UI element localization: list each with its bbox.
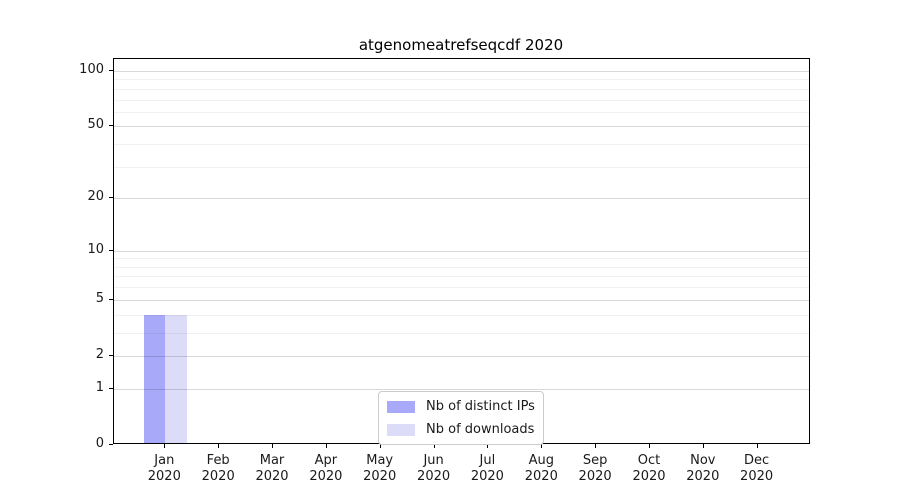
- y-tick-mark: [109, 249, 113, 251]
- y-tick-label: 10: [87, 241, 104, 257]
- x-tick-label: Feb 2020: [201, 453, 235, 484]
- major-gridline: [114, 388, 809, 390]
- y-tick-mark: [109, 69, 113, 71]
- y-tick-mark: [109, 197, 113, 199]
- y-tick-label: 5: [95, 290, 104, 306]
- minor-gridline: [114, 287, 809, 289]
- minor-gridline: [114, 144, 809, 145]
- minor-gridline: [114, 266, 809, 268]
- legend-swatch-nb-of-downloads: [387, 423, 415, 436]
- y-tick-mark: [109, 355, 113, 356]
- x-tick-label: Sep 2020: [578, 453, 612, 484]
- major-gridline: [114, 126, 809, 128]
- x-tick-label: Nov 2020: [686, 453, 720, 484]
- major-gridline: [114, 250, 809, 252]
- x-tick-mark: [379, 444, 381, 448]
- x-tick-label: Oct 2020: [632, 453, 666, 484]
- x-tick-label: Jan 2020: [147, 453, 181, 484]
- x-tick-label: Aug 2020: [524, 453, 558, 484]
- minor-gridline: [114, 258, 809, 260]
- legend: Nb of distinct IPs Nb of downloads: [378, 391, 544, 445]
- y-tick-label: 0: [95, 436, 104, 451]
- major-gridline: [114, 356, 809, 357]
- minor-gridline: [114, 88, 809, 90]
- legend-label-nb-of-downloads: Nb of downloads: [426, 422, 535, 437]
- y-tick-mark: [109, 387, 113, 389]
- x-tick-mark: [164, 444, 166, 448]
- x-tick-mark: [487, 444, 489, 448]
- chart-title: atgenomeatrefseqcdf 2020: [358, 36, 564, 54]
- minor-gridline: [114, 99, 809, 101]
- x-tick-mark: [433, 444, 435, 448]
- y-tick-mark: [109, 298, 113, 300]
- y-tick-mark: [109, 444, 113, 445]
- x-tick-label: May 2020: [363, 453, 397, 484]
- legend-row-nb-of-distinct-ips: Nb of distinct IPs: [387, 397, 535, 416]
- x-tick-mark: [702, 444, 704, 448]
- bars-layer: [114, 59, 809, 443]
- x-tick-label: Mar 2020: [255, 453, 289, 484]
- major-gridline: [114, 70, 809, 72]
- y-tick-mark: [109, 125, 113, 127]
- legend-row-nb-of-downloads: Nb of downloads: [387, 420, 535, 439]
- x-tick-label: Jun 2020: [417, 453, 451, 484]
- y-tick-label: 50: [87, 117, 104, 133]
- x-tick-mark: [649, 444, 650, 448]
- bar-nb-of-distinct-ips-jan: [143, 314, 166, 443]
- x-tick-mark: [218, 444, 220, 448]
- legend-label-nb-of-distinct-ips: Nb of distinct IPs: [426, 399, 535, 414]
- minor-gridline: [114, 111, 809, 113]
- minor-gridline: [114, 332, 809, 334]
- minor-gridline: [114, 276, 809, 278]
- x-tick-mark: [541, 444, 543, 448]
- y-tick-label: 2: [95, 347, 104, 362]
- x-tick-label: Dec 2020: [740, 453, 774, 484]
- x-tick-label: Jul 2020: [470, 453, 504, 484]
- x-tick-mark: [756, 444, 758, 448]
- y-tick-label: 1: [95, 379, 104, 395]
- legend-swatch-nb-of-distinct-ips: [387, 400, 415, 413]
- x-tick-label: Apr 2020: [309, 453, 343, 484]
- x-tick-mark: [272, 444, 273, 448]
- minor-gridline: [114, 314, 809, 316]
- major-gridline: [114, 198, 809, 200]
- minor-gridline: [114, 166, 809, 168]
- gridlines-layer: [114, 59, 809, 443]
- x-tick-mark: [595, 444, 597, 448]
- bar-nb-of-downloads-jan: [165, 314, 187, 443]
- x-tick-mark: [325, 444, 327, 448]
- minor-gridline: [114, 79, 809, 81]
- plot-area: [113, 58, 810, 444]
- y-tick-label: 100: [79, 61, 104, 77]
- major-gridline: [114, 299, 809, 301]
- y-tick-label: 20: [87, 189, 104, 205]
